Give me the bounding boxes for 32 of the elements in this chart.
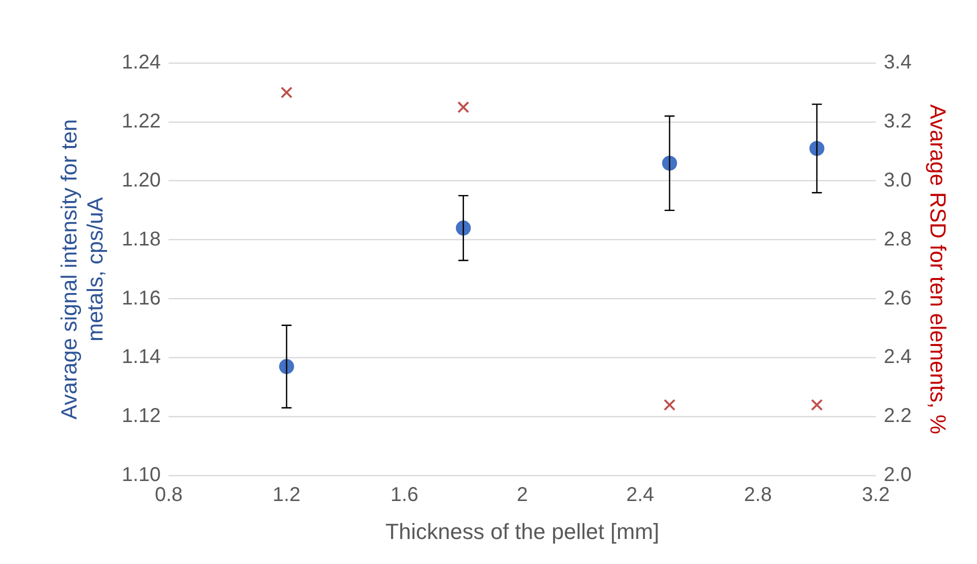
x-tick-label: 0.8 (154, 484, 183, 506)
y-tick-label: 1.22 (122, 110, 161, 132)
y-axis-title: Avarage signal intensity for ten metals, cps/uA (56, 119, 108, 420)
point (664, 398, 676, 411)
y-tick-label: 1.24 (122, 52, 161, 74)
point (280, 86, 293, 98)
point (279, 359, 294, 374)
x-tick-label: 2 (516, 484, 528, 506)
x-tick-label: 3.2 (862, 484, 890, 506)
y-tick-label: 1.10 (122, 464, 161, 486)
y2-tick-label: 3.4 (884, 52, 912, 74)
x-tick-label: 1.2 (272, 484, 300, 506)
y-tick-label: 1.18 (122, 228, 161, 250)
y-tick-label: 1.16 (122, 287, 161, 310)
point (457, 101, 470, 114)
y-tick-label: 1.20 (122, 169, 161, 192)
point (810, 398, 823, 411)
y2-tick-label: 2.2 (884, 405, 912, 428)
y2-tick-label: 2.6 (884, 287, 912, 310)
y2-tick-label: 2.4 (884, 346, 912, 368)
y2-tick-label: 3.2 (884, 110, 912, 132)
point (662, 156, 678, 171)
y-tick-label: 1.12 (122, 405, 161, 428)
y2-axis-title: Avarage RSD for ten elements, % (926, 104, 951, 434)
x-tick-label: 1.6 (390, 484, 418, 506)
y2-tick-label: 2.8 (884, 228, 912, 250)
x-tick-label: 2.4 (626, 484, 654, 506)
x-tick-label: 2.8 (744, 484, 772, 506)
x-axis-title: Thickness of the pellet [mm] (385, 518, 660, 544)
y2-tick-label: 2.0 (884, 464, 912, 486)
y-tick-label: 1.14 (122, 346, 161, 368)
y2-tick-label: 3.0 (884, 169, 912, 192)
